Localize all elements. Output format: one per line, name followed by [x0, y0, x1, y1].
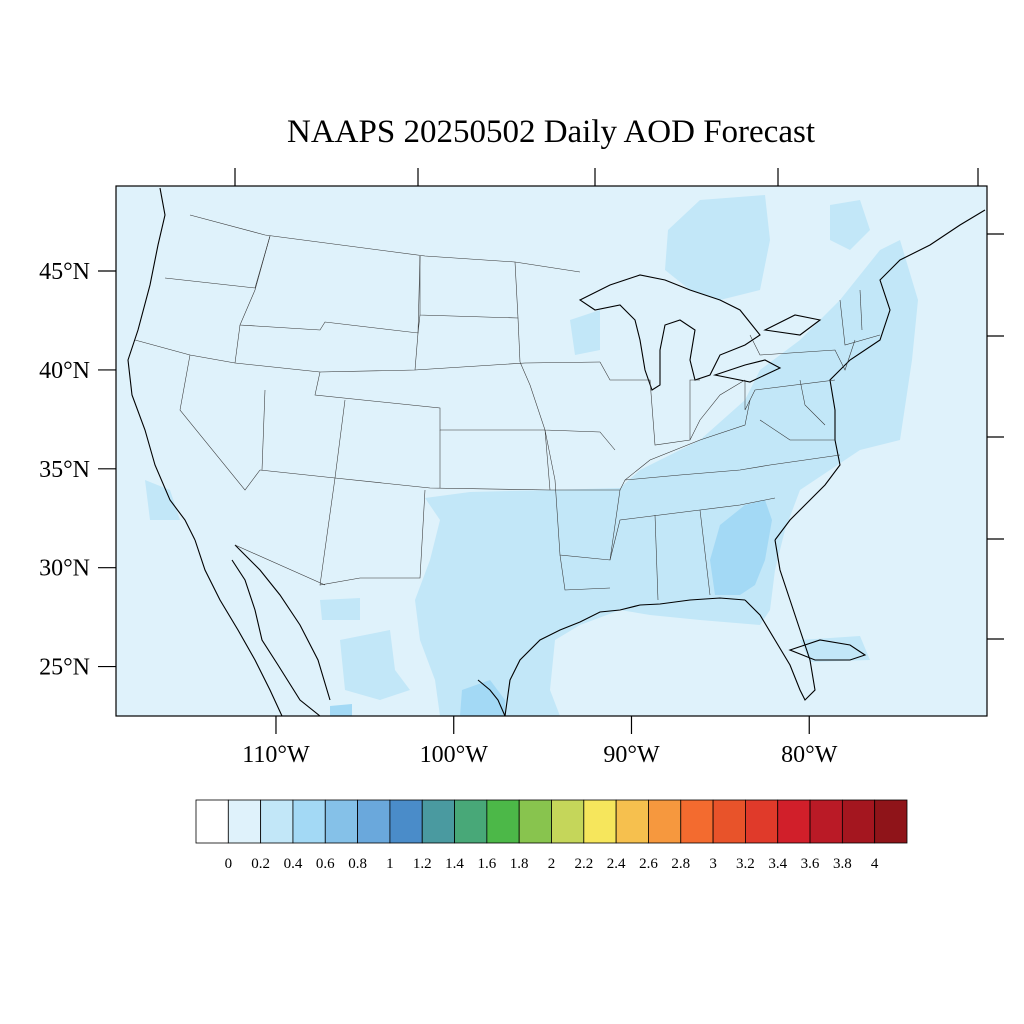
lat-label: 45°N — [39, 259, 90, 285]
aod-region-california-coast — [145, 480, 180, 520]
colorbar-label: 4 — [871, 856, 879, 872]
colorbar-swatch — [227, 799, 262, 844]
colorbar-swatch — [777, 799, 811, 844]
colorbar-swatch — [486, 799, 520, 844]
aod-field — [127, 187, 986, 716]
lat-label: 30°N — [39, 556, 90, 582]
colorbar-label: 2.8 — [671, 856, 690, 872]
colorbar-swatch — [809, 799, 843, 844]
colorbar-label: 1 — [386, 856, 394, 872]
map-title: NAAPS 20250502 Daily AOD Forecast — [287, 114, 815, 150]
colorbar-swatch — [680, 799, 714, 844]
colorbar-swatch — [357, 799, 391, 844]
colorbar-swatch — [195, 799, 229, 844]
colorbar-label: 1.8 — [510, 856, 529, 872]
right-ticks — [987, 233, 1004, 640]
lon-label: 110°W — [242, 742, 310, 768]
colorbar-label: 3.6 — [801, 856, 820, 872]
aod-region-southern-plains — [415, 240, 918, 716]
colorbar-label: 3.2 — [736, 856, 755, 872]
colorbar-label: 2.6 — [639, 856, 658, 872]
state-borders — [134, 214, 881, 601]
coastlines — [127, 187, 986, 716]
aod-region-mexico-west — [320, 598, 360, 620]
colorbar-swatch — [389, 799, 423, 844]
lon-label: 80°W — [781, 742, 838, 768]
colorbar-swatch — [583, 799, 617, 844]
colorbar-swatch — [841, 799, 876, 844]
colorbar-swatch — [518, 799, 552, 844]
colorbar-label: 3.4 — [768, 856, 787, 872]
lon-label: 90°W — [603, 742, 660, 768]
colorbar-swatch — [454, 799, 488, 844]
colorbar-swatch — [292, 799, 326, 844]
colorbar-labels: 0 0.2 0.4 0.6 0.8 1 1.2 1.4 1.6 1.8 2 2.2 2.4 2.6 2.8 3… — [225, 856, 879, 872]
top-ticks — [234, 168, 979, 186]
colorbar-label: 0 — [225, 856, 233, 872]
lat-label: 40°N — [39, 358, 90, 384]
aod-region-mexico-coast — [330, 704, 352, 716]
colorbar-label: 0.4 — [284, 856, 303, 872]
colorbar-label: 0.6 — [316, 856, 335, 872]
colorbar-label: 1.2 — [413, 856, 432, 872]
aod-region-ontario — [665, 195, 770, 300]
map-frame — [115, 185, 988, 717]
colorbar-label: 0.8 — [348, 856, 367, 872]
colorbar-label: 3 — [709, 856, 717, 872]
colorbar-swatch — [712, 799, 746, 844]
aod-region-canada-east — [830, 200, 870, 250]
colorbar-swatch — [551, 799, 585, 844]
lat-label: 25°N — [39, 655, 90, 681]
colorbar-swatch — [615, 799, 649, 844]
colorbar-swatch — [648, 799, 682, 844]
colorbar-swatch — [260, 799, 294, 844]
colorbar-swatch — [421, 799, 455, 844]
aod-region-georgia — [710, 500, 772, 595]
aod-region-lake-michigan — [570, 310, 600, 355]
colorbar-swatch — [745, 799, 779, 844]
colorbar-label: 2 — [548, 856, 556, 872]
colorbar-swatch — [324, 799, 358, 844]
colorbar-label: 3.8 — [833, 856, 852, 872]
latitude-axis: 45°N 40°N 35°N 30°N 25°N — [39, 259, 116, 681]
longitude-axis: 110°W 100°W 90°W 80°W — [242, 716, 838, 768]
aod-region-mexico-central — [340, 630, 410, 700]
lat-label: 35°N — [39, 457, 90, 483]
colorbar-label: 2.2 — [574, 856, 593, 872]
aod-region-south-texas — [460, 680, 505, 716]
colorbar-label: 1.6 — [477, 856, 496, 872]
aod-region-caribbean — [800, 636, 870, 662]
colorbar-label: 1.4 — [445, 856, 464, 872]
colorbar-label: 0.2 — [251, 856, 270, 872]
colorbar — [195, 799, 908, 844]
colorbar-swatch — [874, 799, 908, 844]
colorbar-label: 2.4 — [607, 856, 626, 872]
lon-label: 100°W — [420, 742, 489, 768]
